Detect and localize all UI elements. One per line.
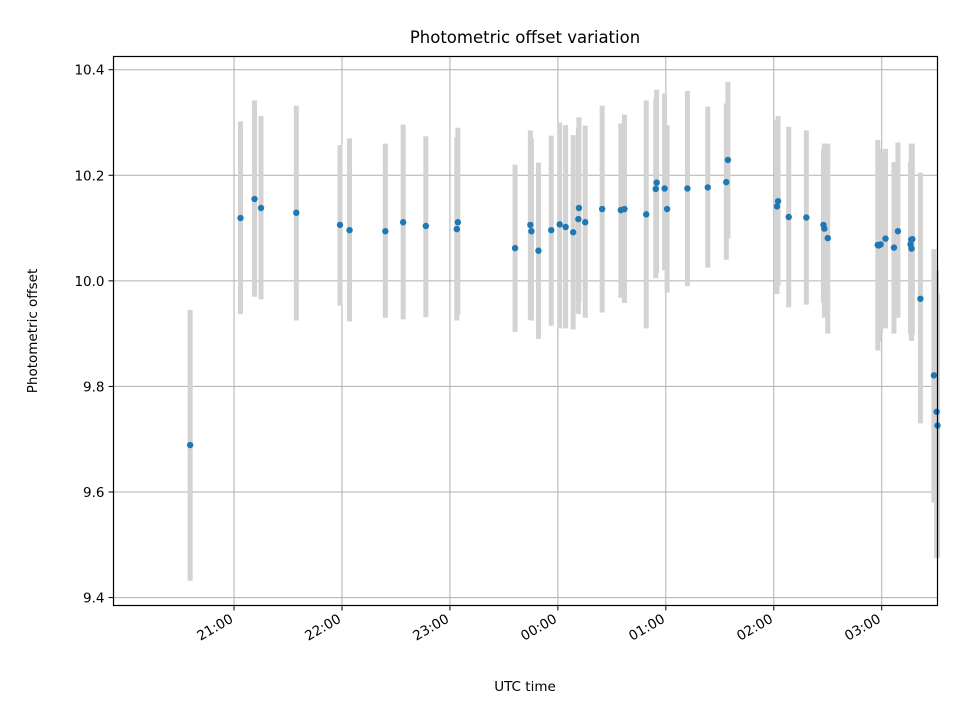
data-point xyxy=(382,228,389,235)
data-point xyxy=(569,229,577,236)
data-point xyxy=(556,221,563,228)
data-point xyxy=(528,228,535,235)
data-point xyxy=(723,178,730,186)
chart-title: Photometric offset variation xyxy=(410,28,640,47)
data-point xyxy=(663,205,671,213)
data-point xyxy=(575,204,583,212)
data-point xyxy=(882,235,889,242)
y-tick-label: 10.2 xyxy=(74,168,104,184)
data-point xyxy=(511,244,519,252)
data-point xyxy=(930,372,938,379)
data-point xyxy=(454,219,462,226)
data-point xyxy=(453,225,460,233)
data-point xyxy=(336,221,344,229)
data-point xyxy=(821,225,828,232)
data-point xyxy=(621,205,628,213)
data-point xyxy=(251,195,258,203)
y-axis-ticks: 9.4 9.6 9.8 10.0 10.2 10.4 xyxy=(74,63,114,607)
data-point xyxy=(527,221,534,229)
data-point xyxy=(908,245,915,252)
plot-frame xyxy=(112,55,939,607)
data-point xyxy=(582,219,589,226)
data-point xyxy=(293,209,300,216)
y-tick-label: 9.6 xyxy=(83,485,104,501)
data-points xyxy=(186,156,941,449)
grid-lines xyxy=(113,56,938,606)
data-point xyxy=(803,214,810,221)
data-point xyxy=(237,214,244,222)
data-point xyxy=(186,441,194,449)
data-point xyxy=(535,247,542,254)
data-point xyxy=(575,215,582,223)
data-point xyxy=(653,179,660,186)
data-point xyxy=(684,185,691,192)
y-tick-label: 9.8 xyxy=(83,379,104,395)
data-point xyxy=(724,156,732,164)
data-point xyxy=(773,203,781,210)
data-point xyxy=(399,219,407,226)
data-point xyxy=(661,185,668,192)
data-point xyxy=(933,408,940,415)
data-point xyxy=(785,213,792,221)
x-axis-label: UTC time xyxy=(494,679,556,695)
data-point xyxy=(890,244,898,251)
data-point xyxy=(257,204,265,212)
data-point xyxy=(894,228,902,235)
data-point xyxy=(877,241,884,248)
data-point xyxy=(346,226,353,234)
y-tick-label: 10.0 xyxy=(74,274,104,290)
data-point xyxy=(598,205,606,213)
y-axis-label: Photometric offset xyxy=(25,269,41,393)
data-point xyxy=(422,222,430,230)
data-point xyxy=(562,223,569,231)
data-point xyxy=(774,197,782,205)
data-point xyxy=(917,295,924,302)
data-point xyxy=(643,211,650,218)
data-point xyxy=(824,234,831,242)
data-point xyxy=(704,184,711,191)
y-tick-label: 10.4 xyxy=(74,63,104,79)
y-tick-label: 9.4 xyxy=(83,591,104,607)
data-point xyxy=(652,185,659,193)
data-point xyxy=(548,226,555,234)
data-point xyxy=(909,235,916,243)
